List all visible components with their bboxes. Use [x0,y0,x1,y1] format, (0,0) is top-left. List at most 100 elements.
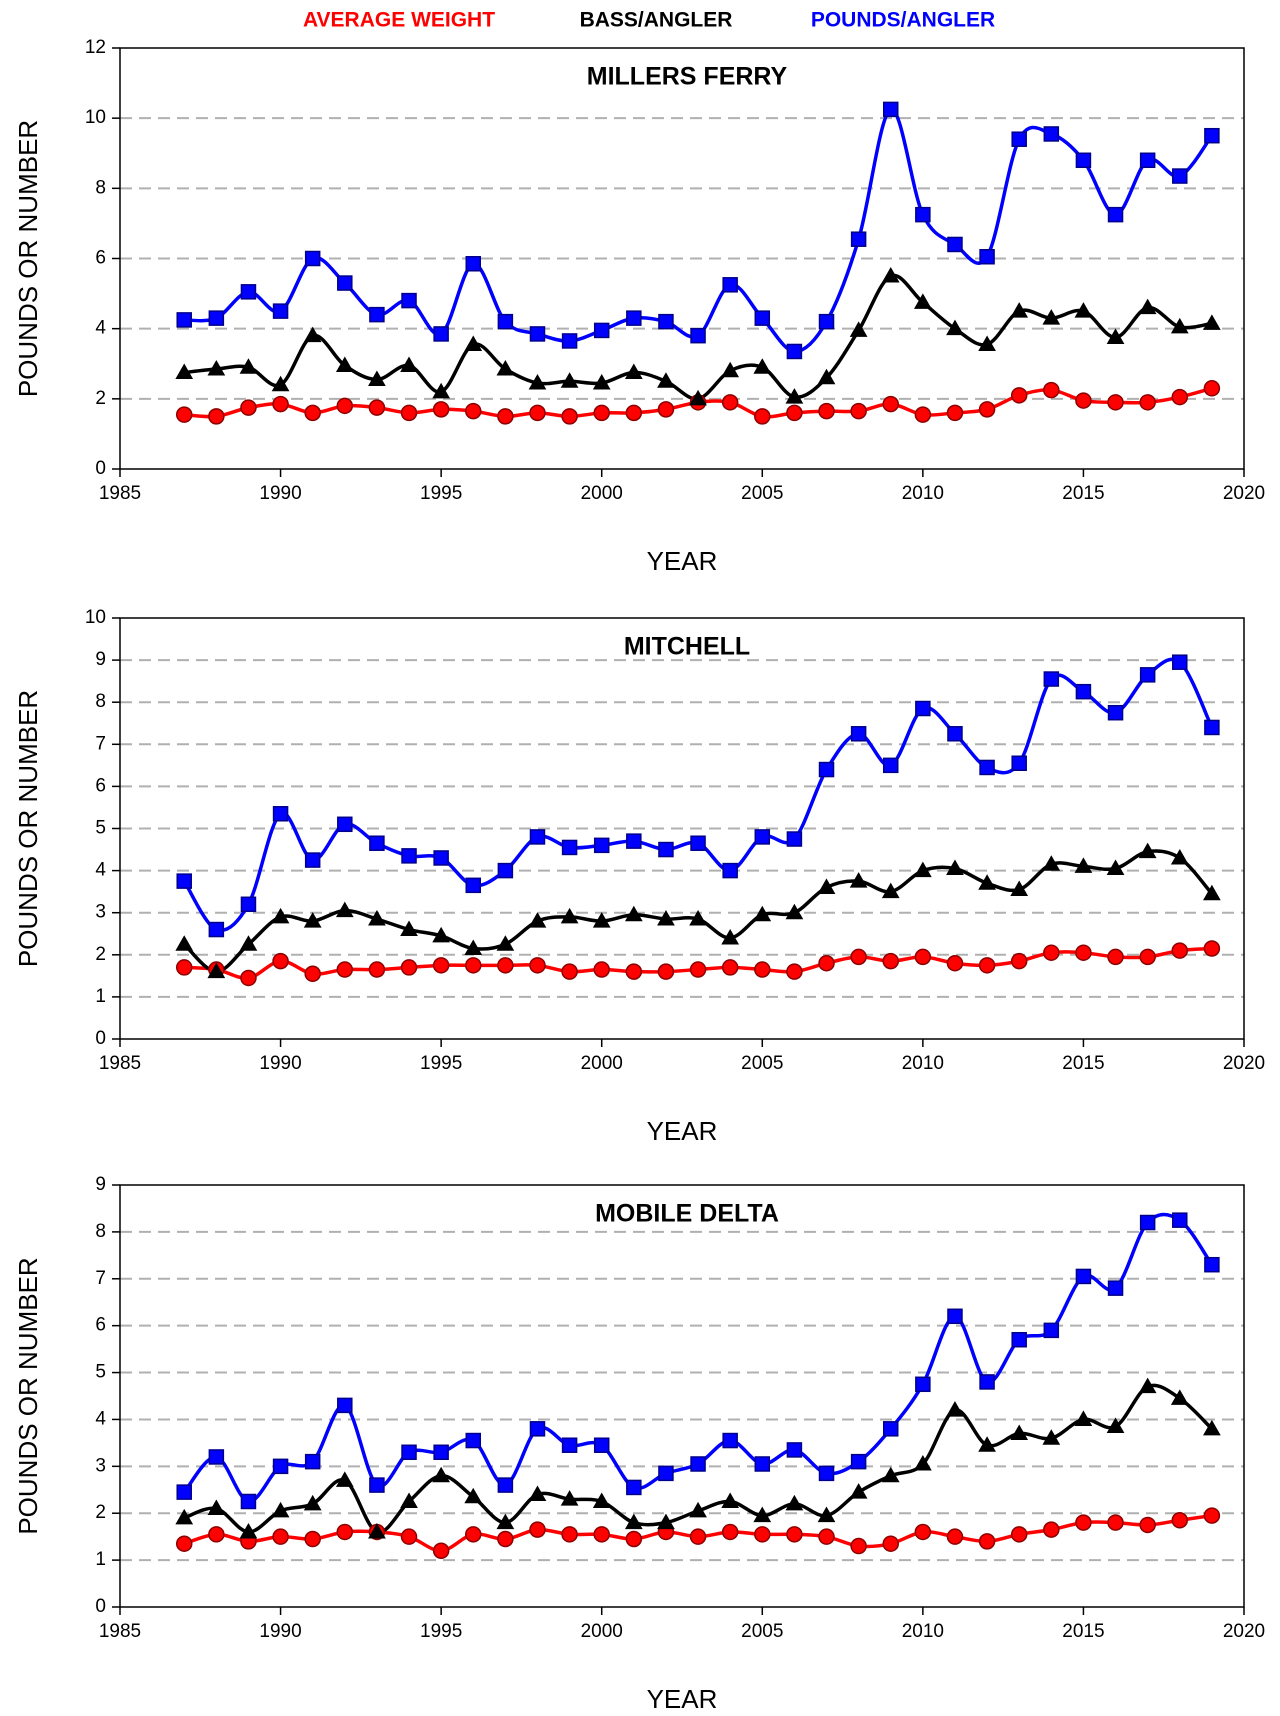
y-tick-label: 3 [95,1455,106,1476]
marker-triangle [753,905,772,922]
marker-square [1075,152,1092,169]
marker-circle [625,1530,643,1548]
marker-triangle [978,1436,996,1452]
marker-triangle [946,1401,964,1417]
marker-square [947,726,963,742]
marker-circle [1203,940,1221,957]
marker-square [1011,131,1027,147]
marker-triangle [528,374,547,390]
marker-square [850,1453,867,1470]
marker-square [850,726,867,742]
y-axis-title: POUNDS OR NUMBER [13,690,43,967]
marker-square [497,1477,514,1493]
marker-square [818,1465,835,1482]
marker-circle [175,406,193,423]
marker-triangle [946,859,964,875]
marker-square [433,326,449,342]
marker-triangle [1170,848,1189,865]
marker-triangle [721,361,740,378]
y-tick-label: 6 [95,248,106,269]
marker-square [337,275,353,291]
marker-circle [593,961,610,978]
marker-circle [1075,944,1092,961]
x-tick-label: 2020 [1223,483,1265,504]
marker-circle [304,965,321,982]
y-tick-label: 3 [95,902,106,923]
marker-triangle [1074,857,1093,873]
marker-square [369,306,385,323]
marker-triangle [496,935,515,951]
marker-circle [1107,948,1124,966]
marker-square [690,835,706,851]
x-tick-label: 2000 [581,483,623,504]
y-tick-label: 8 [95,177,106,198]
marker-circle [497,1530,514,1548]
y-tick-label: 2 [95,388,106,409]
marker-circle [1203,1507,1221,1524]
marker-circle [850,1537,867,1555]
marker-square [818,313,835,330]
series-line [182,657,1214,933]
marker-square [240,896,257,913]
marker-square [561,333,578,349]
y-tick-label: 8 [95,691,106,712]
marker-triangle [913,861,932,878]
marker-square [593,837,610,854]
marker-triangle [624,363,643,380]
marker-triangle [946,319,964,336]
panel: 0 1 2 3 4 5 6 7 8 9 10 1985 1990 1995 2000 2005 2010 2015… [13,607,1265,1146]
marker-circle [946,954,964,972]
marker-square [658,1465,674,1482]
marker-circle [721,394,739,411]
marker-circle [689,961,707,978]
y-tick-label: 4 [95,1408,106,1429]
marker-triangle [175,363,194,380]
marker-square [176,1484,192,1500]
marker-circle [368,961,386,978]
marker-triangle [175,935,194,951]
marker-triangle [913,1454,932,1471]
marker-circle [689,1528,707,1545]
marker-square [1107,704,1124,721]
marker-square [433,1444,449,1461]
marker-triangle [528,1485,547,1501]
x-tick-label: 2010 [902,1053,944,1074]
marker-circle [1010,387,1028,404]
marker-circle [1171,942,1189,959]
marker-circle [946,404,964,422]
marker-triangle [978,874,996,890]
marker-circle [561,963,578,980]
marker-triangle [881,267,900,283]
marker-triangle [335,356,354,373]
y-axis-title: POUNDS OR NUMBER [13,1257,43,1534]
marker-circle [818,402,835,420]
marker-square [401,848,417,864]
plot-frame [119,1184,1245,1608]
marker-triangle [1010,880,1029,897]
marker-triangle [1203,314,1221,330]
marker-circle [1043,381,1060,399]
marker-circle [721,959,739,976]
marker-square [786,343,803,360]
marker-triangle [368,370,386,387]
marker-triangle [689,389,707,406]
x-axis-title: YEAR [647,546,718,576]
marker-square [1172,168,1188,184]
marker-square [1107,1280,1124,1296]
marker-square [593,322,610,339]
x-tick-label: 1995 [420,1053,462,1074]
marker-triangle [303,1494,322,1511]
marker-square [754,1456,771,1472]
marker-circle [946,1528,964,1545]
marker-triangle [239,935,258,951]
x-axis-title: YEAR [647,1684,718,1714]
x-tick-label: 2005 [741,1621,783,1642]
x-tick-label: 1990 [259,1053,301,1074]
y-tick-label: 9 [95,649,106,670]
y-tick-label: 7 [95,733,106,754]
marker-square [1107,206,1124,223]
marker-triangle [1042,1429,1061,1445]
marker-triangle [657,910,675,926]
x-tick-label: 1985 [99,1053,141,1074]
